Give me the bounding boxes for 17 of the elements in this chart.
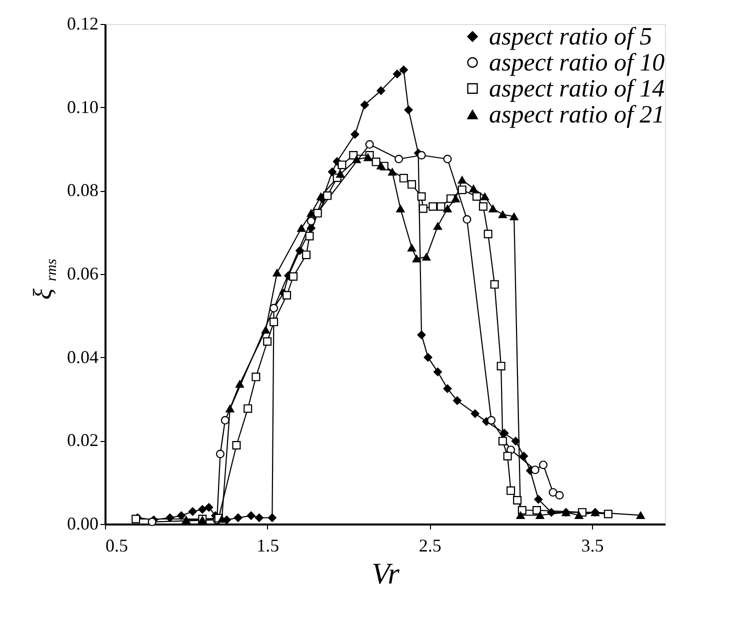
y-tick-label: 0.00 — [67, 514, 98, 534]
x-tick-label: 0.5 — [106, 536, 128, 556]
y-tick-label: 0.06 — [67, 264, 98, 284]
y-axis-title: ξrms — [28, 258, 60, 300]
x-tick-label: 3.5 — [581, 536, 604, 556]
y-tick-label: 0.12 — [67, 14, 98, 34]
legend-label: aspect ratio of 5 — [489, 24, 652, 50]
y-tick-label: 0.02 — [67, 430, 98, 450]
y-tick-label: 0.08 — [67, 180, 98, 200]
x-axis-title: Vr — [372, 558, 400, 590]
y-tick-label: 0.04 — [67, 346, 98, 367]
legend-label: aspect ratio of 21 — [489, 102, 665, 128]
legend-label: aspect ratio of 14 — [489, 76, 665, 102]
x-tick-label: 1.5 — [256, 536, 280, 556]
x-tick-label: 2.5 — [418, 536, 442, 556]
legend-label: aspect ratio of 10 — [489, 50, 666, 76]
y-tick-label: 0.10 — [67, 96, 98, 117]
